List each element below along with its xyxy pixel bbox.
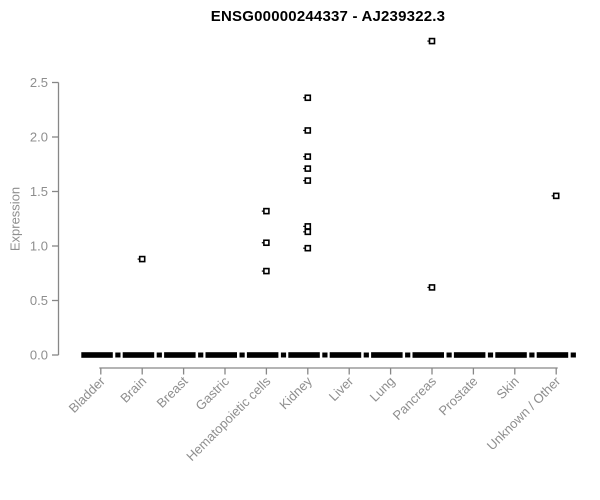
y-tick-label: 1.0	[30, 239, 48, 254]
x-tick-label: Prostate	[436, 374, 481, 419]
zero-dash	[122, 352, 155, 358]
x-tick-label: Brain	[117, 374, 149, 406]
x-tick-label: Liver	[326, 373, 357, 404]
zero-dash	[412, 352, 444, 358]
zero-dash-end	[446, 352, 452, 358]
data-point	[304, 165, 312, 172]
data-point	[138, 255, 146, 263]
x-tick-label: Pancreas	[390, 373, 440, 423]
x-tick-label: Bladder	[66, 373, 109, 416]
zero-dash	[371, 352, 403, 358]
zero-dash	[536, 352, 569, 358]
x-tick-label: Unknown / Other	[484, 373, 564, 453]
y-tick-label: 2.0	[30, 130, 48, 145]
zero-dash	[329, 352, 362, 358]
zero-dash-end	[280, 352, 287, 358]
data-point	[263, 239, 270, 247]
zero-dash-end	[322, 352, 328, 358]
data-point	[552, 192, 560, 200]
data-point	[304, 223, 312, 230]
zero-dash-end	[239, 352, 245, 358]
zero-dash-end	[529, 352, 535, 358]
data-point	[304, 228, 312, 236]
zero-dash	[495, 352, 527, 358]
x-tick-label: Breast	[154, 373, 191, 410]
zero-dash-end	[363, 352, 369, 358]
data-point	[263, 207, 270, 215]
y-tick-label: 0.5	[30, 293, 48, 308]
zero-dash	[453, 352, 486, 358]
y-tick-label: 1.5	[30, 184, 48, 199]
y-tick-label: 0.0	[30, 348, 48, 363]
y-tick-label: 2.5	[30, 75, 48, 90]
x-tick-label: Gastric	[192, 373, 232, 413]
x-tick-label: Lung	[367, 374, 398, 405]
x-tick-label: Skin	[493, 374, 521, 402]
zero-dash	[81, 352, 113, 358]
data-point	[304, 177, 312, 184]
zero-dash-end	[570, 352, 576, 358]
zero-dash	[288, 352, 320, 358]
chart-title: ENSG00000244337 - AJ239322.3	[210, 8, 446, 25]
zero-dash-end	[156, 352, 162, 358]
zero-dash	[164, 352, 196, 358]
zero-dash	[205, 352, 237, 358]
data-point	[304, 244, 312, 252]
data-point	[428, 284, 436, 291]
data-point	[304, 94, 312, 102]
data-point	[304, 153, 312, 160]
zero-dash-end	[405, 352, 411, 358]
data-point	[263, 267, 270, 275]
data-point	[428, 37, 436, 45]
x-tick-label: Kidney	[276, 373, 315, 412]
zero-dash	[246, 352, 279, 358]
data-point	[304, 127, 312, 134]
zero-dash-end	[487, 352, 494, 358]
zero-dash-end	[198, 352, 204, 358]
zero-dash-end	[115, 352, 121, 358]
